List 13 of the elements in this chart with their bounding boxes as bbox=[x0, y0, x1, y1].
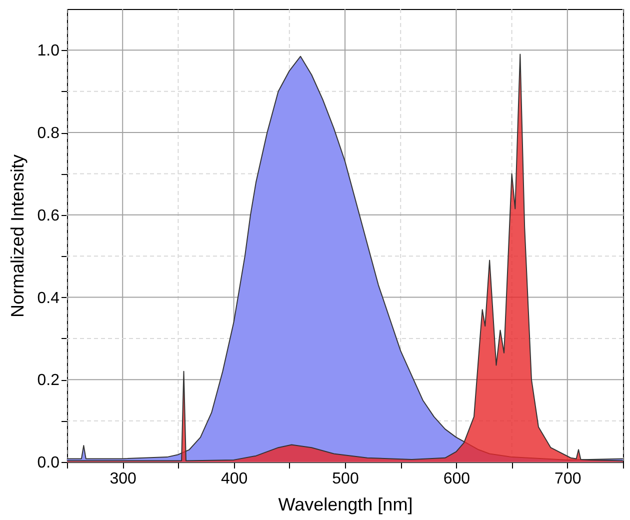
y-tick-label: 0.8 bbox=[37, 125, 60, 142]
y-tick-label: 0.0 bbox=[37, 454, 60, 472]
x-tick-label: 300 bbox=[110, 470, 137, 488]
y-tick-label: 1.0 bbox=[37, 42, 60, 60]
y-tick-label: 0.4 bbox=[37, 290, 60, 307]
y-axis-title: Normalized Intensity bbox=[7, 154, 28, 318]
x-tick-label: 700 bbox=[554, 470, 582, 488]
y-tick-label: 0.2 bbox=[37, 372, 60, 390]
x-tick-label: 600 bbox=[443, 470, 470, 488]
y-tick-label: 0.6 bbox=[37, 207, 60, 224]
x-axis-title: Wavelength [nm] bbox=[278, 494, 413, 514]
x-tick-label: 400 bbox=[220, 470, 248, 488]
x-tick-label: 500 bbox=[332, 470, 359, 488]
